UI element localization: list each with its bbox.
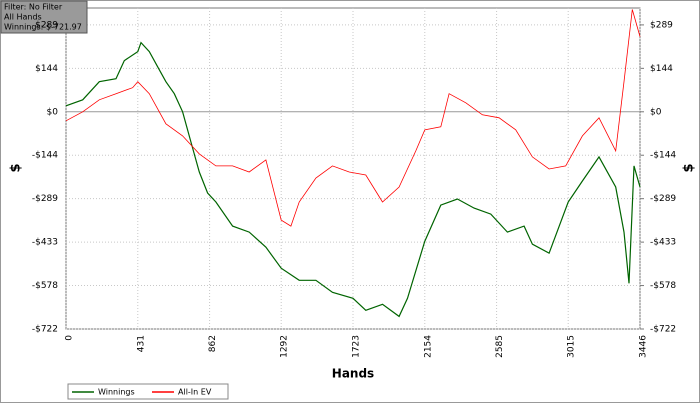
x-tick-label: 862 [208, 335, 218, 352]
x-axis-title: Hands [332, 367, 374, 381]
y-tick-label: -$722 [32, 325, 58, 335]
legend [67, 383, 229, 400]
x-tick-label: 1723 [352, 335, 362, 358]
y-axis-title: $ [9, 163, 24, 172]
y2-tick-label: -$433 [650, 238, 676, 248]
y-tick-label: -$578 [32, 281, 58, 291]
x-tick-label: 0 [65, 335, 75, 341]
y2-tick-label: -$722 [650, 325, 676, 335]
info-filter: Filter: No Filter [4, 3, 63, 12]
x-tick-label: 431 [136, 335, 146, 352]
y2-tick-label: $144 [650, 64, 673, 74]
y-tick-label: $144 [35, 64, 58, 74]
series-line [65, 41, 641, 318]
x-tick-label: 2585 [495, 335, 505, 358]
x-tick-label: 3446 [639, 335, 649, 358]
y2-tick-label: $0 [650, 107, 662, 117]
info-winnings: Winnings: $-721.97 [4, 23, 82, 32]
y2-tick-label: -$578 [650, 281, 676, 291]
x-tick-label: 1292 [280, 335, 290, 358]
y2-tick-label: -$144 [650, 151, 676, 161]
y-tick-label: -$289 [32, 194, 58, 204]
x-tick-label: 2154 [423, 335, 433, 358]
info-hands: All Hands [4, 13, 42, 22]
legend-label: All-In EV [178, 388, 212, 397]
info-box [0, 0, 88, 34]
y2-tick-label: $289 [650, 20, 673, 30]
x-tick-label: 3015 [567, 335, 577, 358]
y-tick-label: $0 [47, 107, 59, 117]
y-tick-label: $289 [35, 20, 58, 30]
y2-tick-label: -$289 [650, 194, 676, 204]
y-tick-label: -$144 [32, 151, 58, 161]
y-tick-label: -$433 [32, 238, 58, 248]
legend-label: Winnings [98, 388, 135, 397]
y2-axis-title: $ [682, 163, 697, 172]
series-line [65, 9, 641, 227]
